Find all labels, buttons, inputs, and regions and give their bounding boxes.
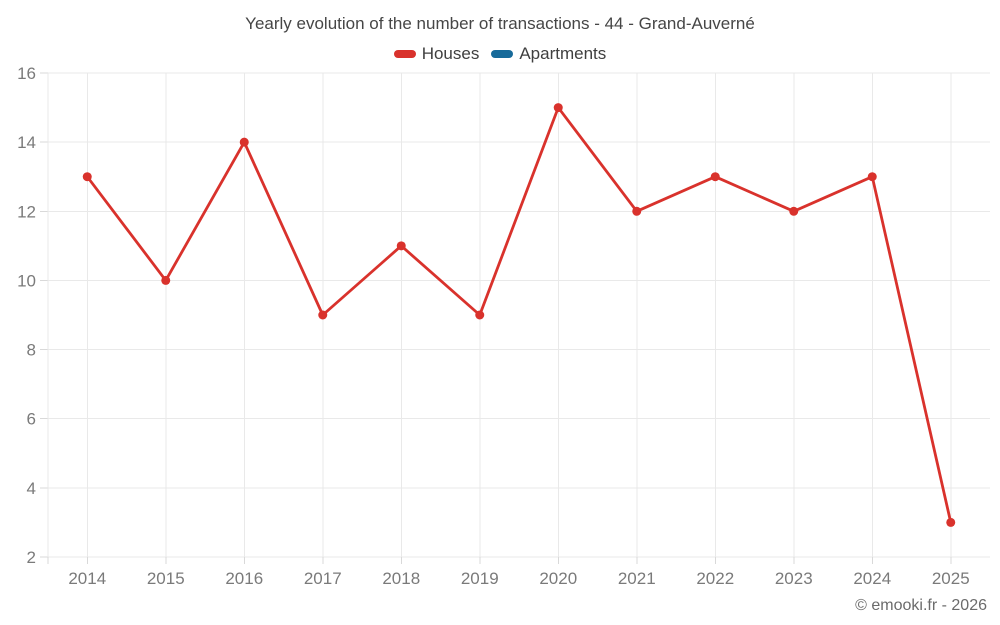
y-axis-tick-label: 2 [27,548,36,567]
houses-data-point-2018[interactable] [396,241,406,251]
x-axis-tick-label: 2024 [853,569,891,588]
houses-data-point-2024[interactable] [867,172,877,182]
y-axis-tick-label: 16 [17,64,36,83]
legend-swatch-houses [393,50,416,58]
legend-item-apartments[interactable]: Apartments [491,44,606,64]
chart-title: Yearly evolution of the number of transa… [245,14,755,33]
x-axis-tick-label: 2025 [932,569,970,588]
y-axis-tick-label: 8 [27,341,36,360]
y-axis-tick-label: 4 [27,479,36,498]
chart-legend: Houses Apartments [0,44,1000,64]
x-axis-tick-label: 2014 [68,569,106,588]
y-axis-tick-label: 10 [17,271,36,290]
x-axis-tick-label: 2017 [304,569,342,588]
houses-data-point-2017[interactable] [318,310,328,320]
houses-data-point-2014[interactable] [82,172,92,182]
x-axis-tick-label: 2020 [539,569,577,588]
houses-data-point-2025[interactable] [946,517,956,527]
legend-label: Houses [421,44,480,63]
x-axis-tick-label: 2022 [696,569,734,588]
x-axis-tick-label: 2023 [775,569,813,588]
y-axis-tick-label: 6 [27,410,36,429]
houses-data-point-2021[interactable] [632,206,642,216]
copyright-watermark: © emooki.fr - 2026 [855,597,987,614]
x-axis-tick-label: 2018 [382,569,420,588]
houses-series-line [85,106,953,524]
houses-data-point-2019[interactable] [475,310,485,320]
legend-item-houses[interactable]: Houses [393,44,480,64]
houses-data-point-2023[interactable] [789,206,799,216]
x-axis-tick-label: 2019 [461,569,499,588]
houses-data-point-2022[interactable] [710,172,720,182]
houses-data-point-2016[interactable] [239,137,249,147]
y-axis-tick-label: 14 [17,133,36,152]
houses-data-point-2015[interactable] [161,275,171,285]
x-axis-tick-label: 2021 [618,569,656,588]
legend-swatch-apartments [491,50,514,58]
y-axis-tick-label: 12 [17,202,36,221]
houses-data-point-2020[interactable] [553,103,563,113]
x-axis-tick-label: 2015 [147,569,185,588]
x-axis-tick-label: 2016 [225,569,263,588]
legend-label: Apartments [519,44,607,63]
